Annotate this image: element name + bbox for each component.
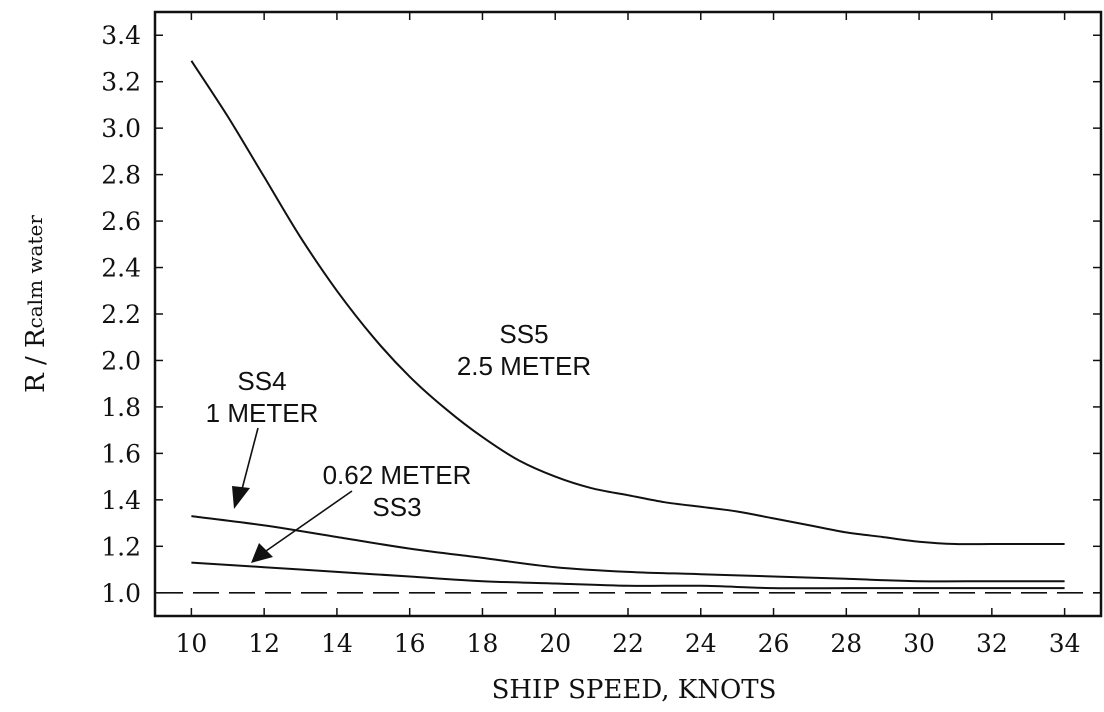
- ss5-label: SS5: [499, 319, 548, 349]
- x-tick-label: 22: [612, 629, 644, 658]
- x-tick-label: 30: [903, 629, 935, 658]
- ss4-label: SS4: [237, 366, 286, 396]
- plot-frame: [153, 10, 1103, 618]
- x-tick-label: 12: [248, 629, 280, 658]
- x-axis-ticks: 10 12 14 16 18 20 22 24 26 28 30 32 34: [175, 12, 1081, 658]
- y-tick-label: 1.0: [101, 579, 141, 608]
- ss4-height-label: 1 METER: [206, 398, 319, 428]
- x-tick-label: 32: [976, 629, 1008, 658]
- ss5-curve: [190, 60, 1065, 546]
- ss3-arrow: [265, 490, 353, 552]
- y-axis-title-sub: calm water: [23, 215, 47, 329]
- y-tick-label: 3.2: [101, 68, 141, 97]
- x-tick-label: 26: [758, 629, 790, 658]
- y-tick-label: 1.6: [101, 439, 141, 468]
- ss3-arrowhead: [251, 543, 273, 563]
- x-axis-title: SHIP SPEED, KNOTS: [492, 675, 777, 705]
- ss5-height-label: 2.5 METER: [457, 351, 591, 381]
- y-tick-label: 2.4: [101, 254, 141, 283]
- y-tick-label: 3.4: [101, 21, 141, 50]
- y-tick-label: 2.2: [101, 300, 141, 329]
- ss4-arrowhead: [232, 486, 250, 509]
- ss4-arrow: [240, 427, 259, 494]
- ss3-label: SS3: [372, 492, 421, 522]
- y-tick-label: 1.4: [101, 486, 141, 515]
- y-tick-label: 1.8: [101, 393, 141, 422]
- x-tick-label: 24: [685, 629, 717, 658]
- y-axis-ticks: 1.0 1.2 1.4 1.6 1.8 2.0 2.2 2.4 2.6 2.8 3.0 3.2 3.4: [101, 21, 1101, 608]
- y-tick-label: 1.2: [101, 532, 141, 561]
- x-tick-label: 18: [467, 629, 499, 658]
- y-tick-label: 2.8: [101, 161, 141, 190]
- ss3-curve: [191, 561, 1065, 590]
- y-tick-label: 2.6: [101, 207, 141, 236]
- x-tick-label: 28: [830, 629, 862, 658]
- y-tick-label: 2.0: [101, 346, 141, 375]
- x-tick-label: 14: [321, 629, 353, 658]
- x-tick-label: 10: [175, 629, 207, 658]
- y-tick-label: 3.0: [101, 114, 141, 143]
- ss4-curve: [191, 515, 1065, 583]
- y-axis-title-main: R / R: [21, 327, 51, 393]
- series-group: [190, 60, 1065, 590]
- y-axis-title: R / Rcalm water: [21, 215, 51, 393]
- ss3-height-label: 0.62 METER: [323, 460, 472, 490]
- x-tick-label: 16: [394, 629, 426, 658]
- x-tick-label: 34: [1049, 629, 1081, 658]
- x-tick-label: 20: [539, 629, 571, 658]
